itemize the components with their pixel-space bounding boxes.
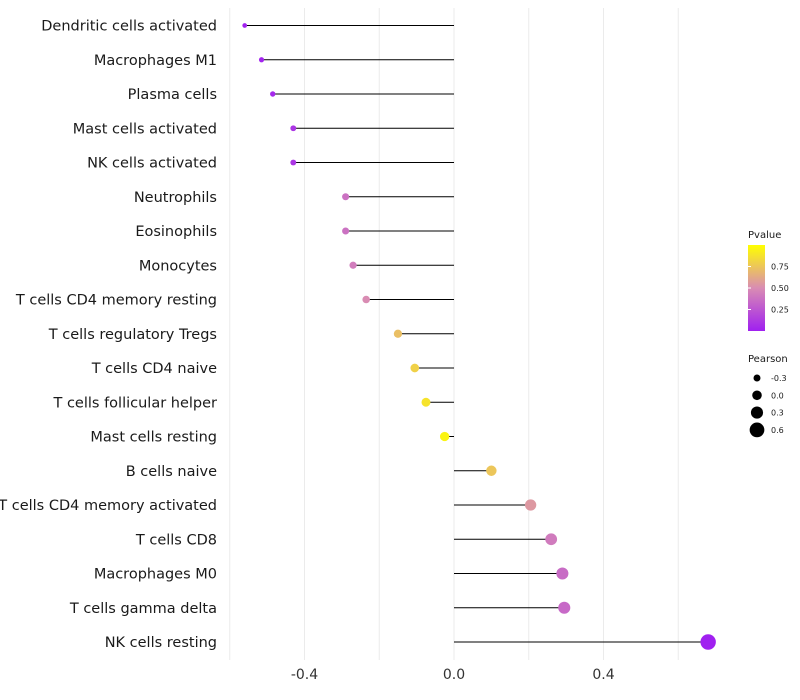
category-label: Macrophages M1	[94, 53, 217, 69]
data-point	[393, 329, 403, 338]
data-point	[486, 465, 497, 476]
data-point	[362, 295, 370, 304]
category-label: T cells CD4 memory resting	[15, 293, 217, 309]
category-label: Mast cells resting	[90, 430, 217, 446]
pearson-size-key	[753, 374, 761, 382]
pvalue-legend: Pvalue 0.75 0.50 0.25	[748, 230, 789, 331]
point-layer	[242, 23, 716, 650]
pearson-size-label: 0.6	[771, 426, 784, 435]
data-point	[258, 57, 265, 63]
data-point	[342, 193, 350, 201]
category-label: Mast cells activated	[73, 121, 217, 137]
data-point	[270, 91, 276, 97]
stem-layer	[244, 25, 709, 643]
category-label: NK cells activated	[87, 156, 217, 172]
x-tick-label: 0.4	[592, 667, 614, 683]
category-label: T cells CD8	[135, 532, 217, 548]
category-label: Eosinophils	[135, 224, 217, 240]
pearson-size-label: 0.0	[771, 391, 784, 400]
category-label: Monocytes	[139, 258, 217, 274]
pvalue-colorbar	[748, 245, 765, 331]
data-point	[342, 227, 350, 235]
category-label: T cells follicular helper	[52, 395, 217, 411]
pearson-size-key	[752, 390, 762, 401]
category-label: Dendritic cells activated	[41, 19, 217, 35]
x-axis-ticks: -0.4 0.0 0.4	[291, 667, 615, 683]
data-point	[545, 533, 558, 546]
pvalue-tick-label: 0.25	[771, 306, 789, 315]
pvalue-tick-label: 0.50	[771, 284, 789, 293]
pearson-legend: Pearson -0.3 0.0 0.3 0.6	[748, 354, 788, 438]
pearson-size-key	[749, 422, 765, 438]
data-point	[556, 567, 569, 580]
data-point	[349, 261, 357, 269]
data-point	[558, 601, 571, 614]
grid-layer	[229, 8, 679, 660]
category-label: B cells naive	[126, 464, 217, 480]
category-label: T cells regulatory Tregs	[48, 327, 217, 343]
category-label: Plasma cells	[128, 87, 217, 103]
data-point	[421, 397, 431, 407]
pvalue-tick-label: 0.75	[771, 263, 789, 272]
category-labels: Dendritic cells activated Macrophages M1 P…	[0, 19, 217, 652]
data-point	[700, 634, 716, 650]
pearson-size-label: 0.3	[771, 409, 784, 418]
data-point	[439, 431, 450, 442]
pearson-size-key	[750, 406, 764, 419]
category-label: Neutrophils	[134, 190, 217, 206]
pearson-size-label: -0.3	[771, 374, 787, 383]
category-label: T cells CD4 naive	[91, 361, 217, 377]
x-tick-label: 0.0	[443, 667, 465, 683]
data-point	[242, 23, 248, 28]
category-label: T cells gamma delta	[69, 601, 217, 617]
category-label: T cells CD4 memory activated	[0, 498, 217, 514]
x-tick-label: -0.4	[291, 667, 318, 683]
data-point	[410, 363, 420, 373]
data-point	[290, 159, 297, 166]
category-label: Macrophages M0	[94, 567, 217, 583]
pearson-legend-title: Pearson	[748, 354, 788, 365]
data-point	[290, 125, 297, 132]
data-point	[524, 499, 537, 511]
category-label: NK cells resting	[105, 635, 217, 651]
pvalue-legend-title: Pvalue	[748, 230, 781, 241]
